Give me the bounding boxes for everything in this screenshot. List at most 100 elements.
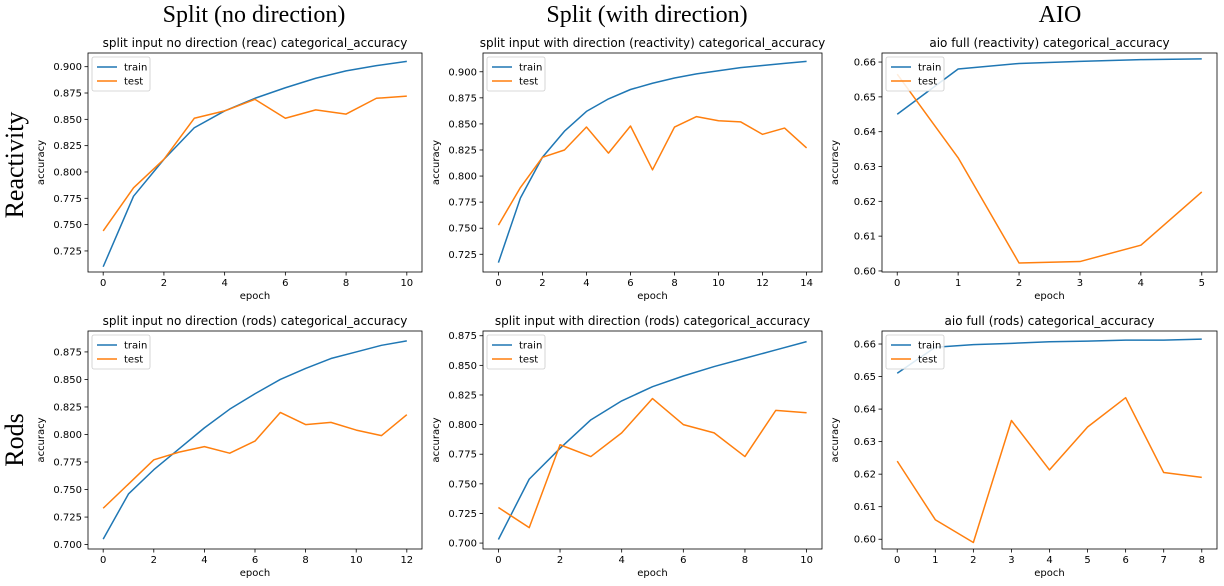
y-tick-label: 0.875 <box>53 347 82 358</box>
panel-title: aio full (rods) categorical_accuracy <box>945 314 1155 328</box>
column-title-split-with-direction: Split (with direction) <box>546 2 747 28</box>
y-tick-label: 0.60 <box>854 535 876 546</box>
series-line-test <box>497 397 807 529</box>
y-tick-label: 0.800 <box>53 167 82 178</box>
y-tick-label: 0.900 <box>448 67 477 78</box>
x-tick-label: 8 <box>343 278 349 289</box>
y-tick-label: 0.61 <box>854 232 876 243</box>
y-tick-label: 0.700 <box>53 540 82 551</box>
y-tick-label: 0.775 <box>53 194 82 205</box>
y-tick-label: 0.66 <box>854 58 876 69</box>
legend-label-test: test <box>519 77 538 88</box>
legend-box <box>91 334 151 370</box>
x-tick-label: 0 <box>894 278 900 289</box>
y-tick-label: 0.61 <box>854 502 876 513</box>
legend: train test <box>486 334 546 370</box>
legend-label-test: test <box>124 77 143 88</box>
legend-box <box>486 334 546 370</box>
x-tick-label: 10 <box>400 278 413 289</box>
y-tick-label: 0.875 <box>53 89 82 100</box>
x-tick-label: 4 <box>221 278 227 289</box>
x-tick-label: 0 <box>495 555 501 566</box>
y-tick-label: 0.875 <box>448 331 477 342</box>
y-axis-label: accuracy <box>830 417 841 462</box>
chart-panel-6: 0 1 2 3 4 5 6 7 8 0.60 0.61 0.62 0.63 0.64 0.65 0.66 aio… <box>830 314 1218 579</box>
chart-panel-5: 0 2 4 6 8 10 0.700 0.725 0.750 0.775 0.800 0.825 0.8… <box>431 314 823 579</box>
legend-label-train: train <box>918 63 941 74</box>
y-axis-label: accuracy <box>830 140 841 185</box>
panel-title: split input no direction (reac) categori… <box>103 36 408 50</box>
panel-title: split input with direction (reactivity) … <box>480 36 826 50</box>
y-tick-label: 0.64 <box>854 405 876 416</box>
x-tick-label: 6 <box>252 555 258 566</box>
legend: train test <box>486 56 546 92</box>
x-tick-label: 10 <box>350 555 363 566</box>
legend-label-test: test <box>918 355 937 366</box>
y-tick-label: 0.60 <box>854 266 876 277</box>
legend: train test <box>885 334 945 370</box>
x-tick-label: 6 <box>627 278 633 289</box>
x-tick-label: 8 <box>742 555 748 566</box>
x-axis-label: epoch <box>240 291 270 302</box>
x-tick-label: 10 <box>800 555 813 566</box>
legend-label-train: train <box>519 341 542 352</box>
series-line-test <box>102 95 407 232</box>
y-tick-label: 0.700 <box>448 539 477 550</box>
y-tick-label: 0.800 <box>448 420 477 431</box>
x-tick-label: 4 <box>201 555 207 566</box>
legend-box <box>885 334 945 370</box>
series-line-train <box>497 340 807 540</box>
column-title-split-no-direction: Split (no direction) <box>163 2 346 28</box>
series-line-train <box>896 338 1202 374</box>
x-tick-label: 1 <box>955 278 961 289</box>
row-title-reactivity: Reactivity <box>0 112 29 219</box>
series-line-test <box>102 411 408 509</box>
legend-box <box>486 56 546 92</box>
x-tick-label: 3 <box>1077 278 1083 289</box>
x-tick-label: 5 <box>1084 555 1090 566</box>
y-tick-label: 0.750 <box>53 220 82 231</box>
x-tick-label: 2 <box>539 278 545 289</box>
y-tick-label: 0.63 <box>854 162 876 173</box>
y-tick-label: 0.825 <box>448 390 477 401</box>
y-tick-label: 0.825 <box>448 145 477 156</box>
y-tick-label: 0.725 <box>448 250 477 261</box>
x-tick-label: 4 <box>1046 555 1052 566</box>
y-tick-label: 0.775 <box>448 450 477 461</box>
x-tick-label: 0 <box>495 278 501 289</box>
y-tick-label: 0.850 <box>53 375 82 386</box>
axes-frame <box>482 52 823 273</box>
series-line-train <box>102 340 407 540</box>
legend: train test <box>91 334 151 370</box>
x-tick-label: 12 <box>400 555 413 566</box>
legend: train test <box>885 56 945 92</box>
legend-box <box>91 56 151 92</box>
series-line-train <box>896 58 1202 115</box>
y-tick-label: 0.750 <box>448 479 477 490</box>
y-tick-label: 0.64 <box>854 127 876 138</box>
legend-label-train: train <box>918 341 941 352</box>
legend: train test <box>91 56 151 92</box>
y-tick-label: 0.750 <box>448 224 477 235</box>
legend-label-train: train <box>519 63 542 74</box>
x-tick-label: 0 <box>100 278 106 289</box>
y-tick-label: 0.725 <box>53 513 82 524</box>
y-tick-label: 0.65 <box>854 372 876 383</box>
y-tick-label: 0.875 <box>448 93 477 104</box>
legend-label-test: test <box>519 355 538 366</box>
x-tick-label: 2 <box>557 555 563 566</box>
chart-panel-2: 0 2 4 6 8 10 12 14 0.725 0.750 0.775 0.800 0.825 0.85… <box>431 36 825 302</box>
x-tick-label: 8 <box>302 555 308 566</box>
legend-label-test: test <box>918 77 937 88</box>
x-tick-label: 6 <box>282 278 288 289</box>
panel-title: aio full (reactivity) categorical_accura… <box>929 36 1169 50</box>
x-tick-label: 5 <box>1199 278 1205 289</box>
x-tick-label: 8 <box>1199 555 1205 566</box>
x-tick-label: 6 <box>680 555 686 566</box>
y-tick-label: 0.825 <box>53 141 82 152</box>
series-line-test <box>497 115 808 226</box>
y-tick-label: 0.775 <box>53 458 82 469</box>
series-line-test <box>896 396 1202 544</box>
x-tick-label: 14 <box>800 278 813 289</box>
